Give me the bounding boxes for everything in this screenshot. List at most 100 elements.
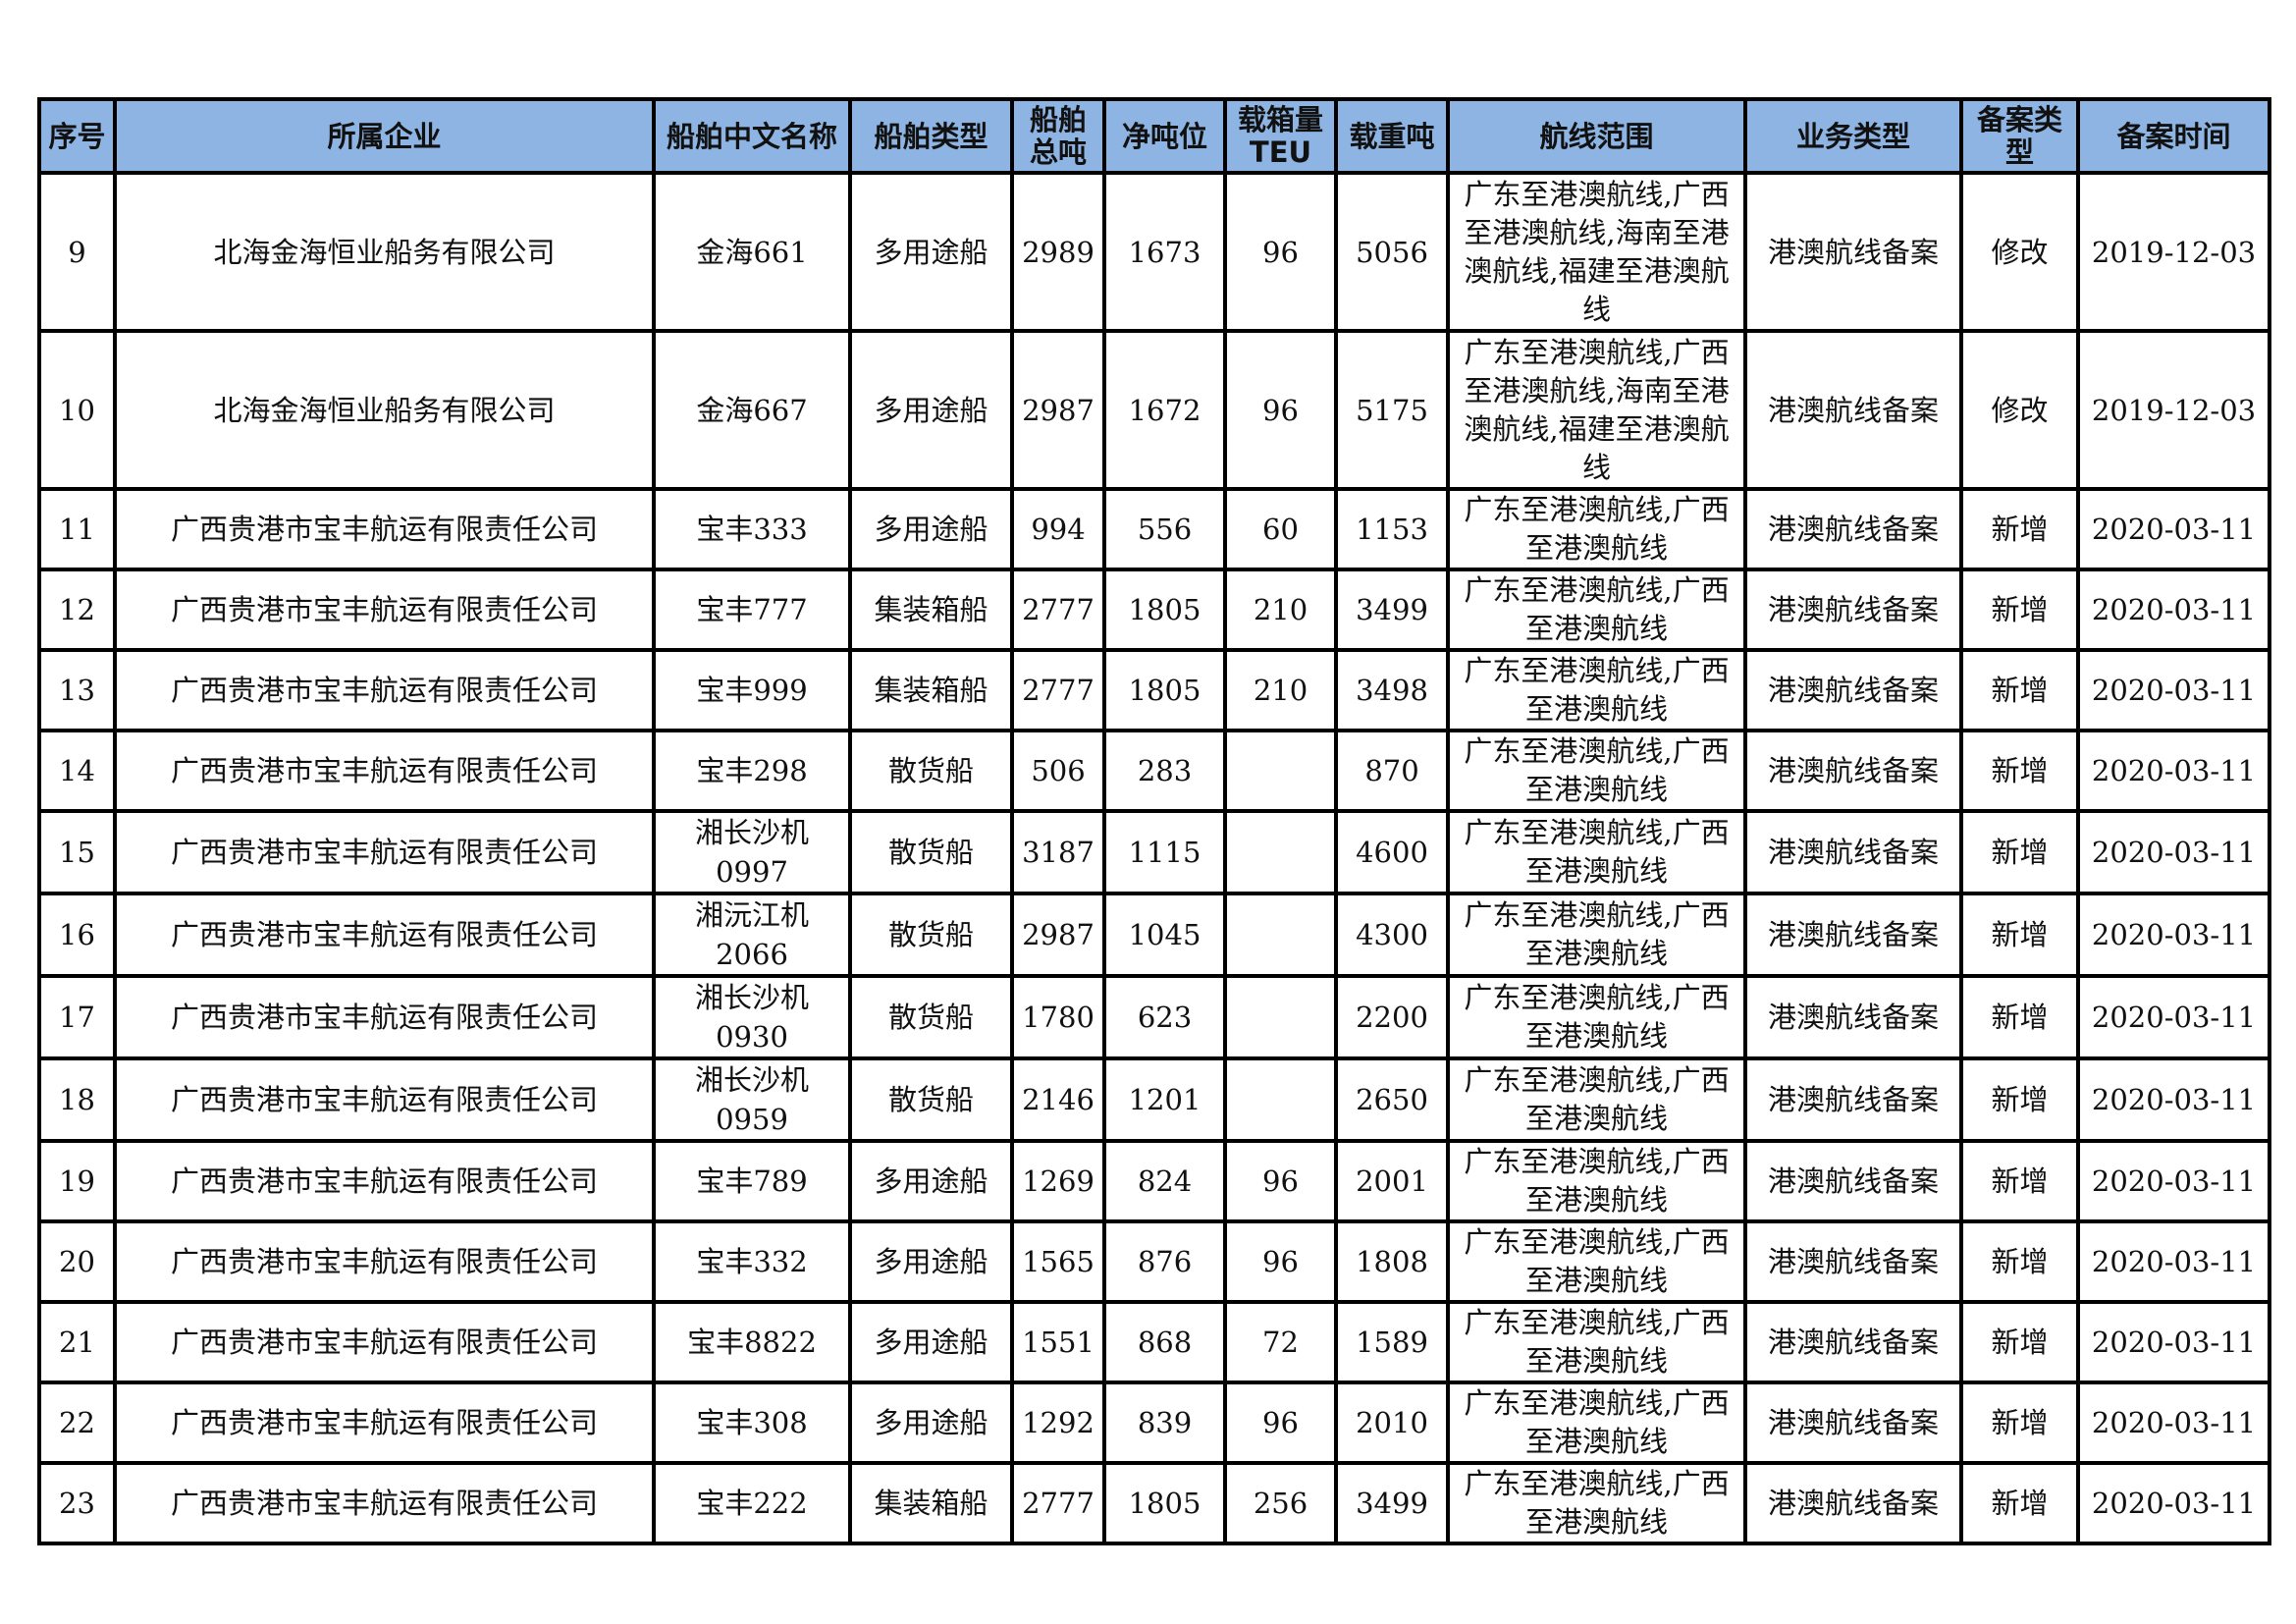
table-row: 18 广西贵港市宝丰航运有限责任公司 湘长沙机0959 散货船 2146 1201 2650…	[37, 1056, 2271, 1143]
cell-teu	[1223, 729, 1338, 813]
cell-teu	[1223, 892, 1338, 978]
cell-deadweight: 5175	[1334, 329, 1450, 491]
cell-index: 16	[37, 892, 117, 978]
cell-deadweight: 3499	[1334, 1461, 1450, 1545]
cell-company: 广西贵港市宝丰航运有限责任公司	[113, 809, 656, 895]
cell-vessel-type: 散货船	[848, 974, 1014, 1060]
cell-vessel-name: 湘长沙机0959	[652, 1056, 852, 1143]
table-row: 20 广西贵港市宝丰航运有限责任公司 宝丰332 多用途船 1565 876 96 1808 广…	[37, 1219, 2271, 1304]
cell-gross-tonnage: 2987	[1010, 329, 1106, 491]
cell-filing-date: 2020-03-11	[2076, 1219, 2271, 1304]
cell-filing-type: 新增	[1959, 892, 2080, 978]
cell-filing-type: 新增	[1959, 809, 2080, 895]
cell-route-scope: 广东至港澳航线,广西至港澳航线	[1446, 1139, 1747, 1223]
cell-vessel-name: 宝丰777	[652, 568, 852, 652]
cell-deadweight: 5056	[1334, 171, 1450, 333]
table-row: 15 广西贵港市宝丰航运有限责任公司 湘长沙机0997 散货船 3187 1115 4600…	[37, 809, 2271, 895]
cell-vessel-type: 集装箱船	[848, 648, 1014, 732]
cell-filing-type: 新增	[1959, 1380, 2080, 1465]
cell-index: 17	[37, 974, 117, 1060]
header-business-type: 业务类型	[1743, 97, 1963, 175]
table-row: 14 广西贵港市宝丰航运有限责任公司 宝丰298 散货船 506 283 870 广东至港澳航…	[37, 729, 2271, 813]
cell-gross-tonnage: 1269	[1010, 1139, 1106, 1223]
cell-route-scope: 广东至港澳航线,广西至港澳航线,海南至港澳航线,福建至港澳航线	[1446, 171, 1747, 333]
cell-vessel-type: 多用途船	[848, 171, 1014, 333]
cell-gross-tonnage: 2777	[1010, 568, 1106, 652]
cell-index: 12	[37, 568, 117, 652]
cell-gross-tonnage: 1292	[1010, 1380, 1106, 1465]
cell-filing-type: 新增	[1959, 1300, 2080, 1384]
cell-vessel-type: 散货船	[848, 892, 1014, 978]
cell-vessel-name: 湘沅江机2066	[652, 892, 852, 978]
cell-company: 广西贵港市宝丰航运有限责任公司	[113, 487, 656, 571]
cell-vessel-type: 集装箱船	[848, 568, 1014, 652]
table-row: 22 广西贵港市宝丰航运有限责任公司 宝丰308 多用途船 1292 839 96 2010 广…	[37, 1380, 2271, 1465]
header-filing-date: 备案时间	[2076, 97, 2271, 175]
table-row: 11 广西贵港市宝丰航运有限责任公司 宝丰333 多用途船 994 556 60 1153 广东…	[37, 487, 2271, 571]
cell-deadweight: 2001	[1334, 1139, 1450, 1223]
header-row: 序号 所属企业 船舶中文名称 船舶类型 船舶总吨 净吨位 载箱量TEU 载重吨 航线范围 业务类型…	[37, 97, 2271, 175]
cell-gross-tonnage: 1551	[1010, 1300, 1106, 1384]
cell-vessel-name: 宝丰308	[652, 1380, 852, 1465]
cell-business-type: 港澳航线备案	[1743, 1461, 1963, 1545]
cell-company: 广西贵港市宝丰航运有限责任公司	[113, 1219, 656, 1304]
cell-index: 11	[37, 487, 117, 571]
cell-filing-date: 2020-03-11	[2076, 1300, 2271, 1384]
cell-vessel-name: 金海661	[652, 171, 852, 333]
cell-business-type: 港澳航线备案	[1743, 892, 1963, 978]
header-teu: 载箱量TEU	[1223, 97, 1338, 175]
cell-teu	[1223, 1056, 1338, 1143]
cell-teu	[1223, 809, 1338, 895]
cell-filing-type: 新增	[1959, 648, 2080, 732]
cell-filing-date: 2020-03-11	[2076, 648, 2271, 732]
cell-teu: 96	[1223, 329, 1338, 491]
table-row: 16 广西贵港市宝丰航运有限责任公司 湘沅江机2066 散货船 2987 1045 4300…	[37, 892, 2271, 978]
cell-company: 广西贵港市宝丰航运有限责任公司	[113, 568, 656, 652]
cell-net-tonnage: 1673	[1102, 171, 1227, 333]
cell-business-type: 港澳航线备案	[1743, 1300, 1963, 1384]
cell-deadweight: 1589	[1334, 1300, 1450, 1384]
cell-index: 9	[37, 171, 117, 333]
cell-net-tonnage: 824	[1102, 1139, 1227, 1223]
cell-vessel-type: 散货船	[848, 1056, 1014, 1143]
cell-route-scope: 广东至港澳航线,广西至港澳航线	[1446, 1380, 1747, 1465]
cell-net-tonnage: 1115	[1102, 809, 1227, 895]
cell-deadweight: 2200	[1334, 974, 1450, 1060]
table-row: 10 北海金海恒业船务有限公司 金海667 多用途船 2987 1672 96 5175 广东至…	[37, 329, 2271, 491]
cell-filing-date: 2020-03-11	[2076, 974, 2271, 1060]
cell-net-tonnage: 1805	[1102, 568, 1227, 652]
cell-deadweight: 3498	[1334, 648, 1450, 732]
cell-company: 广西贵港市宝丰航运有限责任公司	[113, 974, 656, 1060]
cell-teu	[1223, 974, 1338, 1060]
cell-route-scope: 广东至港澳航线,广西至港澳航线	[1446, 568, 1747, 652]
cell-index: 22	[37, 1380, 117, 1465]
cell-deadweight: 2650	[1334, 1056, 1450, 1143]
cell-teu: 210	[1223, 648, 1338, 732]
table-row: 13 广西贵港市宝丰航运有限责任公司 宝丰999 集装箱船 2777 1805 210 349…	[37, 648, 2271, 732]
cell-business-type: 港澳航线备案	[1743, 1139, 1963, 1223]
cell-vessel-name: 湘长沙机0997	[652, 809, 852, 895]
cell-teu: 96	[1223, 1380, 1338, 1465]
cell-filing-date: 2020-03-11	[2076, 487, 2271, 571]
cell-net-tonnage: 556	[1102, 487, 1227, 571]
cell-business-type: 港澳航线备案	[1743, 329, 1963, 491]
header-deadweight: 载重吨	[1334, 97, 1450, 175]
cell-filing-type: 新增	[1959, 729, 2080, 813]
cell-vessel-name: 宝丰298	[652, 729, 852, 813]
cell-company: 广西贵港市宝丰航运有限责任公司	[113, 1461, 656, 1545]
cell-gross-tonnage: 2987	[1010, 892, 1106, 978]
cell-teu: 72	[1223, 1300, 1338, 1384]
cell-index: 10	[37, 329, 117, 491]
cell-business-type: 港澳航线备案	[1743, 171, 1963, 333]
cell-teu: 96	[1223, 171, 1338, 333]
cell-deadweight: 2010	[1334, 1380, 1450, 1465]
cell-deadweight: 1153	[1334, 487, 1450, 571]
cell-gross-tonnage: 506	[1010, 729, 1106, 813]
cell-company: 北海金海恒业船务有限公司	[113, 329, 656, 491]
cell-gross-tonnage: 994	[1010, 487, 1106, 571]
table-row: 17 广西贵港市宝丰航运有限责任公司 湘长沙机0930 散货船 1780 623 2200 广…	[37, 974, 2271, 1060]
header-filing-type: 备案类型	[1959, 97, 2080, 175]
cell-business-type: 港澳航线备案	[1743, 974, 1963, 1060]
cell-index: 18	[37, 1056, 117, 1143]
cell-vessel-type: 多用途船	[848, 1139, 1014, 1223]
